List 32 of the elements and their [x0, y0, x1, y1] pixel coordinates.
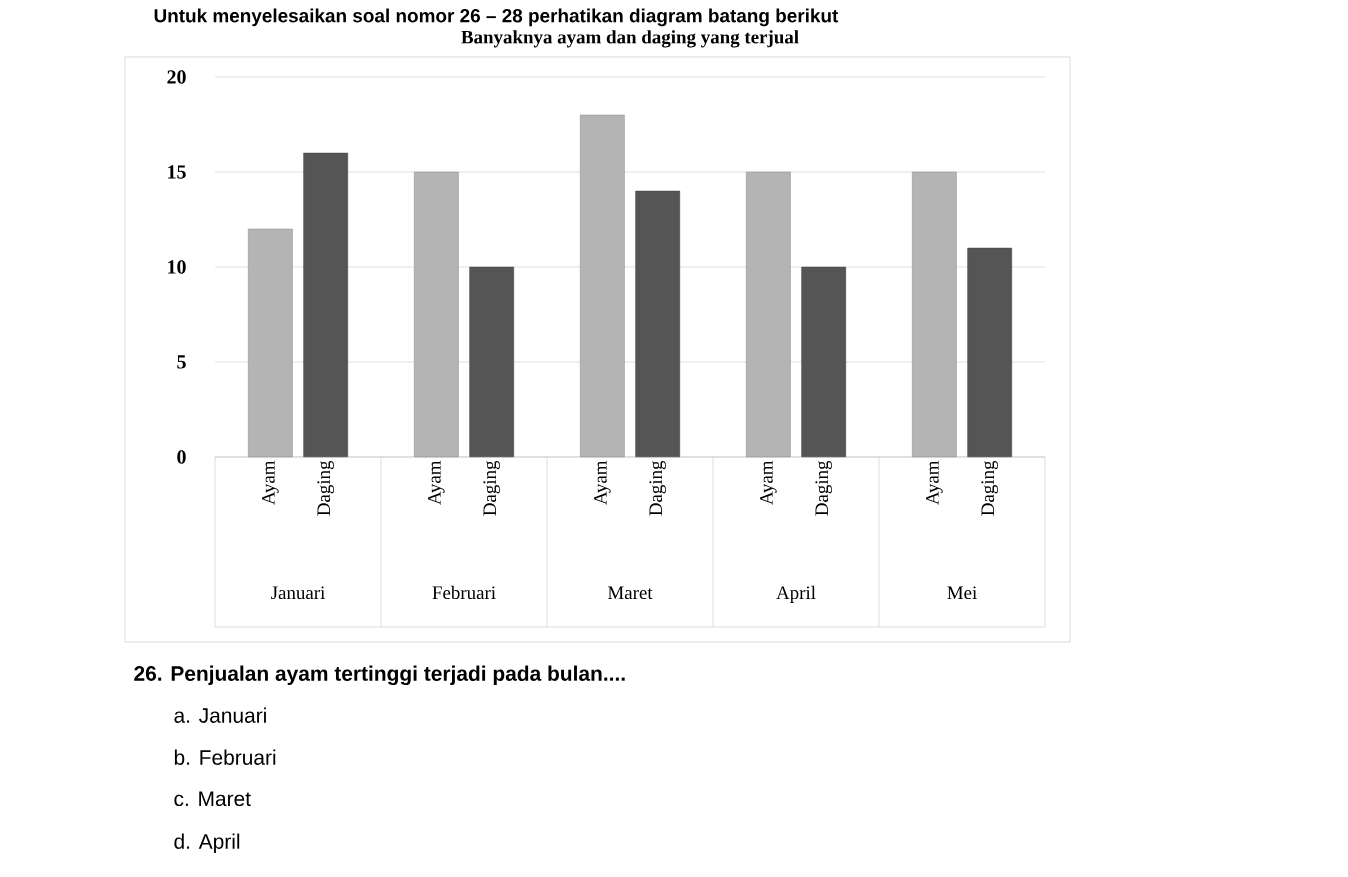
x-tick-label: Februari	[432, 585, 496, 600]
bar	[635, 190, 681, 458]
chart-title: Untuk menyelesaikan soal nomor 26 – 28 perhatikan diagram batang berikut	[154, 8, 839, 27]
text: a. Januari	[174, 707, 266, 723]
x-tick-label: Maret	[607, 586, 653, 600]
x-tick-label: Januari	[271, 586, 325, 600]
bar	[967, 247, 1013, 458]
y-tick-label: 5	[177, 355, 186, 369]
text: Daging	[649, 460, 666, 516]
text: c. Maret	[174, 791, 251, 807]
chart-subtitle: Banyaknya ayam dan daging yang terjual	[461, 30, 799, 48]
text: d. April	[174, 833, 240, 854]
bar	[469, 266, 515, 458]
text: Ayam	[594, 460, 611, 505]
text: Daging	[815, 460, 832, 516]
text: Ayam	[760, 460, 777, 505]
text: b. Februari	[174, 749, 276, 765]
y-tick-label: 10	[168, 260, 186, 274]
text: Ayam	[262, 460, 279, 505]
y-tick-label: 20	[167, 70, 186, 84]
text: Daging	[483, 460, 500, 516]
text: Ayam	[926, 460, 943, 505]
bar	[303, 152, 349, 458]
y-tick-label: 15	[168, 165, 186, 179]
text: Daging	[981, 460, 998, 516]
text: Ayam	[428, 460, 445, 505]
text: Daging	[317, 460, 334, 516]
x-tick-label: Mei	[947, 586, 977, 600]
bar	[801, 266, 847, 458]
y-tick-label: 0	[177, 450, 186, 464]
x-tick-label: April	[776, 585, 816, 603]
text: 26. Penjualan ayam tertinggi terjadi pada bulan....	[134, 665, 625, 686]
